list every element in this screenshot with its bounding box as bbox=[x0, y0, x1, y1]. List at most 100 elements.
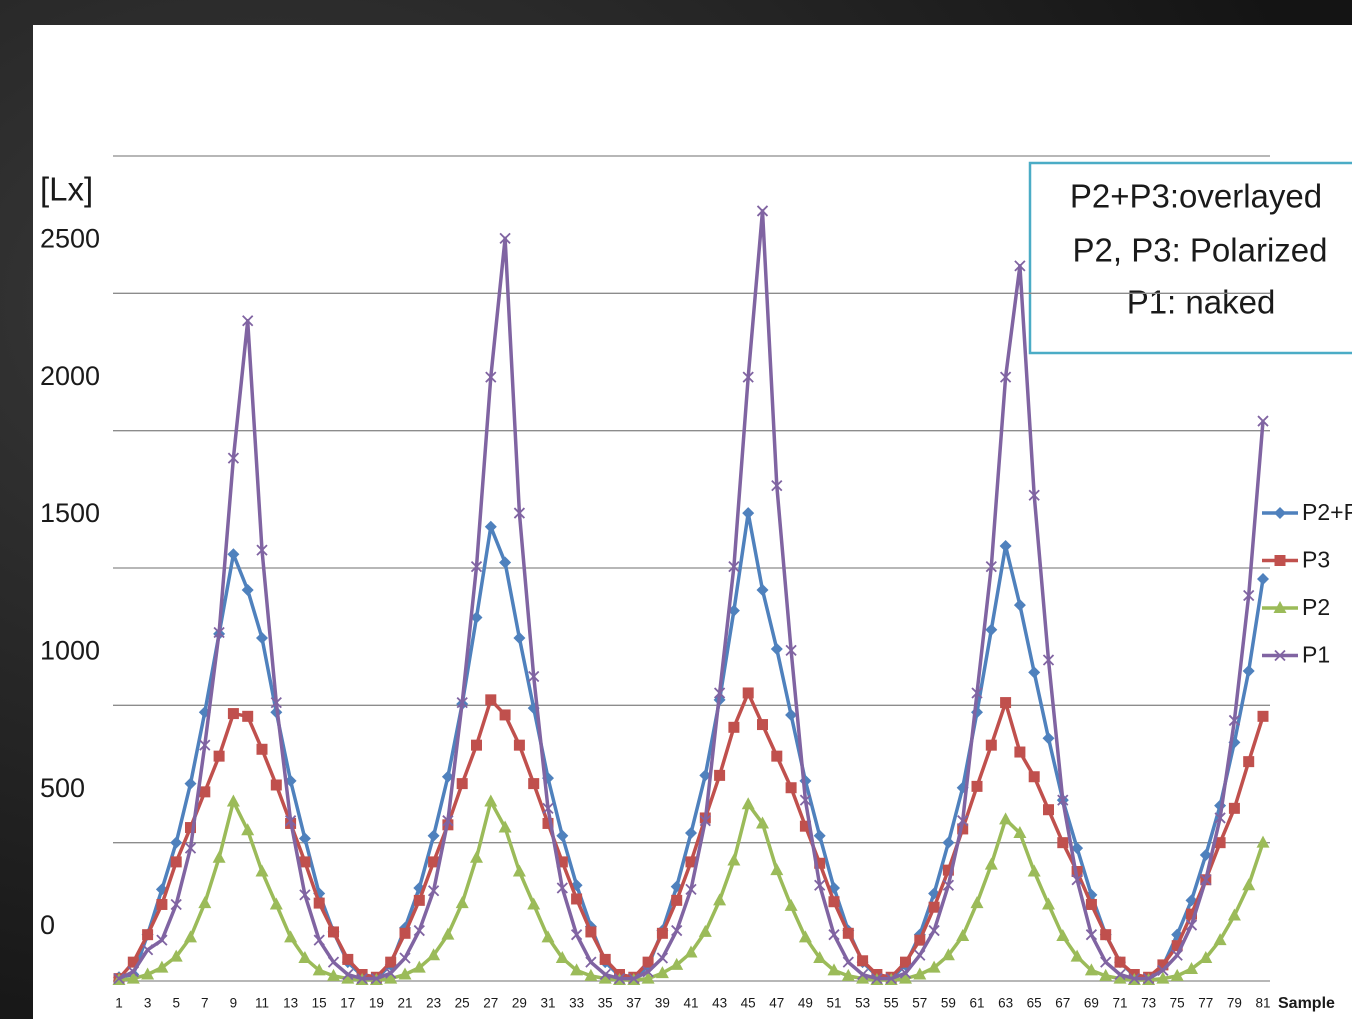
marker bbox=[828, 896, 840, 908]
marker bbox=[456, 778, 468, 790]
marker bbox=[428, 856, 440, 868]
marker bbox=[427, 948, 441, 961]
marker bbox=[1099, 968, 1113, 981]
marker bbox=[1100, 956, 1112, 968]
marker bbox=[970, 896, 984, 909]
marker bbox=[785, 782, 797, 794]
marker bbox=[1042, 732, 1055, 745]
marker bbox=[685, 883, 697, 895]
marker bbox=[1114, 956, 1126, 968]
marker bbox=[413, 894, 425, 906]
marker bbox=[942, 864, 954, 876]
marker bbox=[1228, 802, 1240, 814]
marker bbox=[742, 371, 754, 383]
marker bbox=[212, 850, 226, 863]
marker bbox=[299, 856, 311, 868]
marker bbox=[455, 896, 469, 909]
marker bbox=[598, 971, 612, 984]
marker bbox=[785, 708, 798, 721]
marker bbox=[857, 955, 869, 967]
marker bbox=[1227, 908, 1241, 921]
marker bbox=[1257, 415, 1269, 427]
marker bbox=[1243, 589, 1255, 602]
y-axis-title: [Lx] bbox=[40, 171, 93, 208]
marker bbox=[1199, 951, 1213, 964]
marker bbox=[871, 972, 883, 985]
marker bbox=[999, 540, 1012, 553]
marker bbox=[1028, 666, 1041, 679]
marker bbox=[328, 926, 339, 938]
note-line: P2+P3:overlayed bbox=[1070, 178, 1322, 215]
x-tick-label: 65 bbox=[1027, 996, 1042, 1011]
marker bbox=[756, 816, 769, 829]
marker bbox=[513, 632, 526, 645]
marker bbox=[199, 786, 211, 798]
x-tick-label: 1 bbox=[115, 996, 123, 1011]
x-axis-title: Sample bbox=[1278, 995, 1335, 1012]
marker bbox=[385, 967, 397, 979]
marker bbox=[1214, 812, 1226, 824]
marker bbox=[1071, 842, 1084, 855]
marker bbox=[213, 626, 225, 639]
marker bbox=[698, 924, 712, 937]
marker bbox=[141, 944, 154, 956]
marker bbox=[441, 927, 455, 940]
legend-marker bbox=[1274, 649, 1286, 662]
marker bbox=[928, 924, 940, 937]
marker bbox=[1100, 929, 1112, 941]
marker bbox=[1084, 963, 1098, 976]
marker bbox=[756, 583, 769, 596]
marker bbox=[156, 934, 168, 946]
marker bbox=[327, 968, 340, 981]
marker bbox=[499, 556, 512, 569]
x-tick-label: 11 bbox=[255, 996, 269, 1011]
x-tick-label: 67 bbox=[1055, 996, 1070, 1011]
marker bbox=[728, 721, 740, 733]
marker bbox=[269, 897, 283, 910]
marker bbox=[484, 520, 497, 533]
marker bbox=[813, 951, 827, 964]
marker bbox=[671, 894, 683, 906]
marker bbox=[1142, 972, 1155, 985]
marker bbox=[999, 812, 1013, 825]
marker bbox=[470, 560, 483, 573]
marker bbox=[899, 967, 912, 979]
marker bbox=[984, 857, 998, 870]
marker bbox=[1228, 714, 1241, 727]
marker bbox=[684, 945, 698, 958]
x-tick-label: 47 bbox=[769, 996, 784, 1011]
marker bbox=[971, 687, 983, 699]
marker bbox=[528, 778, 540, 790]
marker bbox=[499, 232, 511, 245]
marker bbox=[1014, 260, 1026, 272]
marker bbox=[570, 963, 584, 976]
marker bbox=[985, 739, 997, 751]
marker bbox=[284, 815, 297, 827]
x-tick-label: 23 bbox=[426, 996, 441, 1011]
x-tick-label: 31 bbox=[540, 996, 555, 1011]
marker bbox=[1085, 929, 1098, 941]
marker bbox=[442, 815, 454, 827]
marker bbox=[298, 832, 311, 845]
marker bbox=[841, 968, 855, 981]
marker bbox=[470, 611, 483, 624]
x-tick-label: 79 bbox=[1227, 996, 1242, 1011]
x-tick-label: 57 bbox=[912, 996, 927, 1011]
legend-label: P2+P3 bbox=[1302, 499, 1352, 525]
marker bbox=[899, 971, 912, 984]
marker bbox=[399, 927, 411, 939]
marker bbox=[412, 960, 426, 973]
marker bbox=[1186, 908, 1197, 920]
marker bbox=[656, 952, 669, 964]
note-line: P1: naked bbox=[1127, 284, 1276, 321]
y-tick-label: 0 bbox=[40, 910, 55, 940]
marker bbox=[714, 769, 726, 781]
marker bbox=[1057, 794, 1069, 806]
marker bbox=[742, 687, 754, 699]
x-tick-label: 29 bbox=[512, 996, 527, 1011]
x-tick-label: 75 bbox=[1170, 996, 1185, 1011]
legend-label: P2 bbox=[1302, 594, 1330, 620]
marker bbox=[170, 856, 182, 868]
marker bbox=[1085, 898, 1097, 910]
